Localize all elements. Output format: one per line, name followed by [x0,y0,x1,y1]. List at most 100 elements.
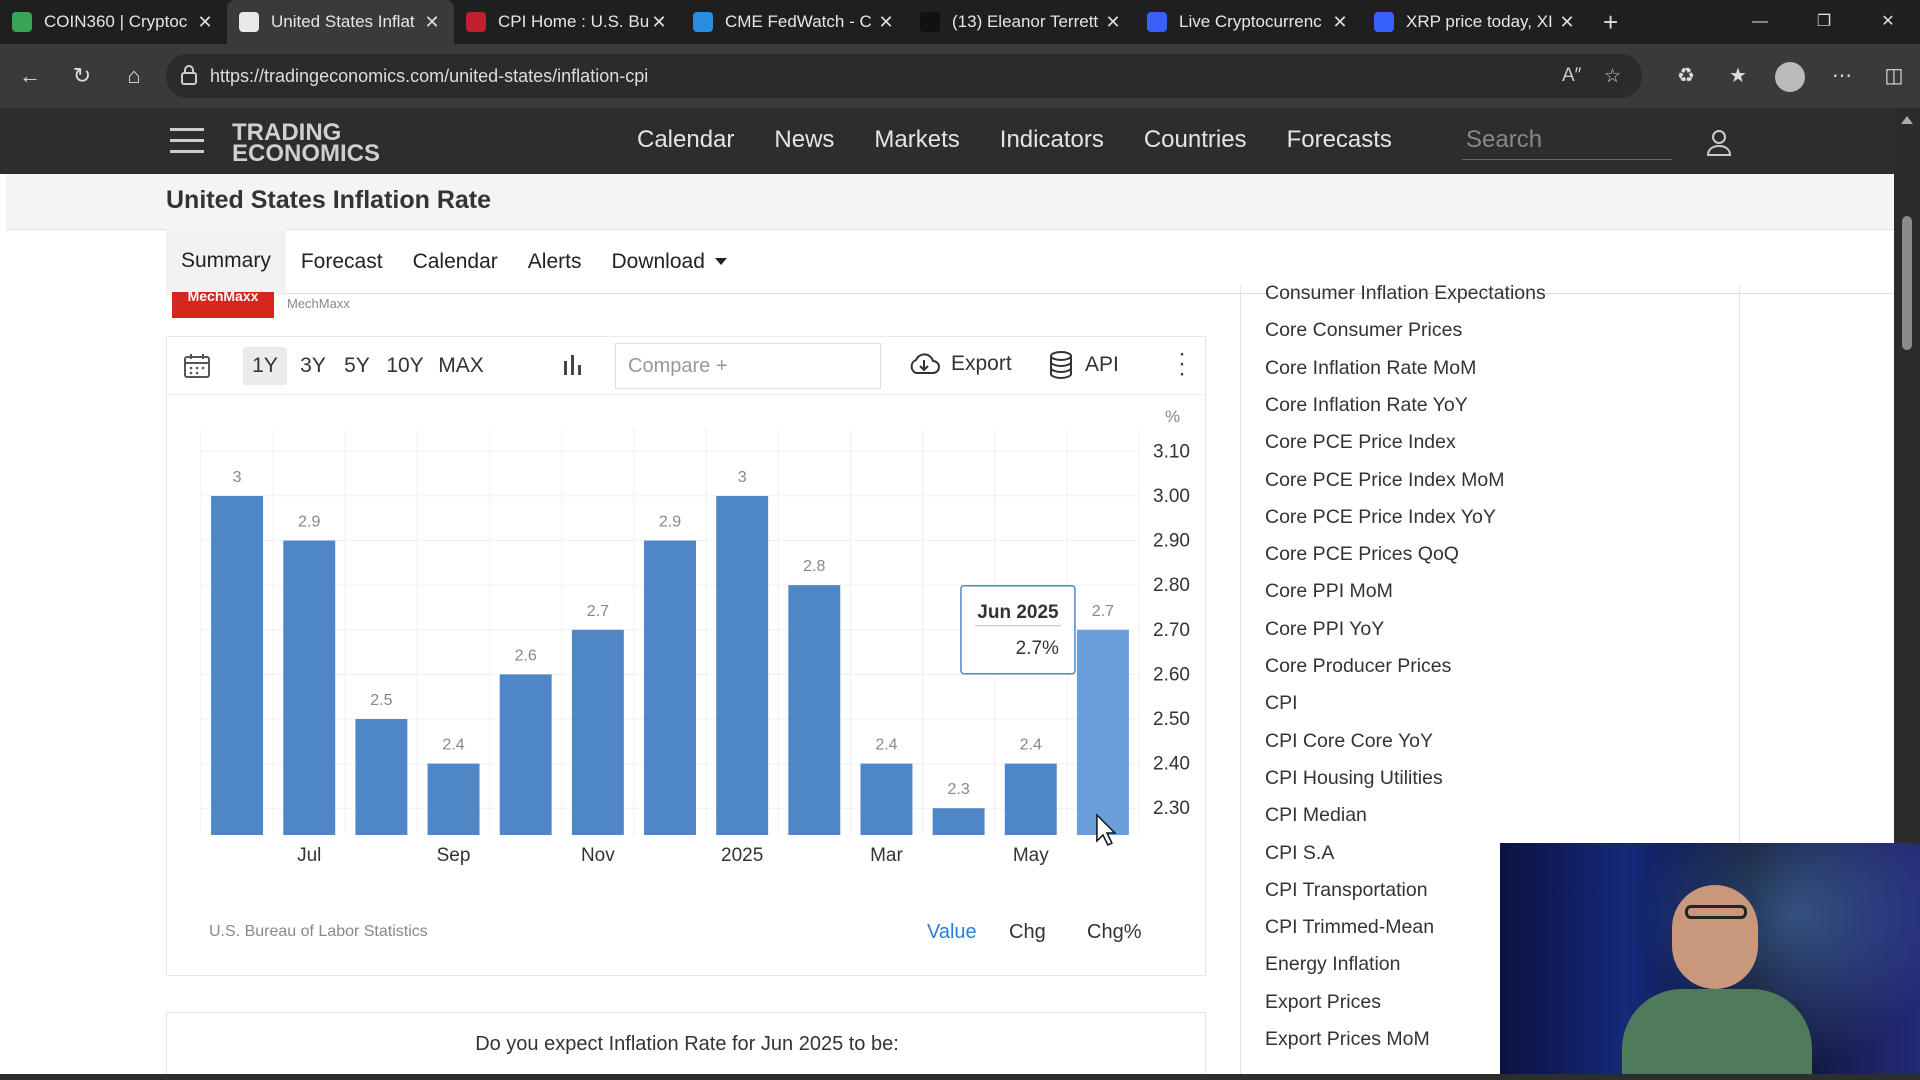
bar-jun-2024[interactable] [211,495,264,835]
close-tab-icon[interactable]: ✕ [197,11,213,32]
nav-calendar[interactable]: Calendar [637,126,735,153]
site-search-input[interactable]: Search [1462,120,1672,160]
subnav-alerts[interactable]: Alerts [513,230,597,294]
related-indicator-link[interactable]: Core Producer Prices [1265,655,1452,677]
bar-feb-2025[interactable] [788,585,841,835]
close-tab-icon[interactable]: ✕ [1332,11,1348,32]
browser-tab[interactable]: Live Cryptocurrenc ✕ [1135,0,1362,44]
related-indicator-link[interactable]: Export Prices [1265,990,1381,1013]
x-tick-label: 2025 [721,845,763,866]
scrollbar-thumb[interactable] [1902,216,1912,350]
bar-oct-2024[interactable] [499,674,552,835]
browser-tab[interactable]: COIN360 | Cryptoc ✕ [0,0,227,44]
scroll-up-icon[interactable] [1901,116,1913,124]
minimize-icon[interactable]: — [1752,13,1768,30]
related-indicator-link[interactable]: CPI Transportation [1265,878,1428,901]
related-indicator-link[interactable]: Core Inflation Rate YoY [1265,393,1468,416]
range-10y-button[interactable]: 10Y [386,354,424,377]
favorite-star-icon[interactable]: ☆ [1604,66,1622,87]
related-indicator-link[interactable]: Energy Inflation [1265,953,1401,976]
bar-nov-2024[interactable] [571,629,624,835]
related-indicator-link[interactable]: Core PCE Price Index [1265,431,1456,454]
browser-tab[interactable]: CME FedWatch - C ✕ [681,0,908,44]
back-icon[interactable]: ← [19,63,41,88]
related-indicator-link[interactable]: Export Prices MoM [1265,1028,1430,1050]
close-tab-icon[interactable]: ✕ [424,11,440,32]
bar-apr-2025[interactable] [932,808,985,835]
related-indicator-link[interactable]: CPI Core Core YoY [1265,729,1434,752]
related-indicator-link[interactable]: CPI S.A [1265,841,1335,864]
close-tab-icon[interactable]: ✕ [651,11,667,32]
subnav-forecast[interactable]: Forecast [286,230,398,294]
calendar-icon[interactable] [183,353,211,379]
related-indicator-link[interactable]: Core PCE Price Index YoY [1265,505,1496,528]
range-3y-button[interactable]: 3Y [300,354,326,377]
range-1y-button[interactable]: 1Y [243,347,287,385]
related-indicator-link[interactable]: Core Consumer Prices [1265,319,1463,342]
subnav-calendar[interactable]: Calendar [398,230,513,294]
related-indicator-link[interactable]: Consumer Inflation Expectations [1265,282,1546,304]
value-tab-chg-pct[interactable]: Chg% [1087,921,1142,943]
url-field[interactable]: https://tradingeconomics.com/united-stat… [166,54,1642,98]
read-aloud-icon[interactable]: A″ [1562,65,1582,86]
bar-may-2025[interactable] [1004,763,1057,835]
hamburger-menu-icon[interactable] [170,128,204,154]
close-tab-icon[interactable]: ✕ [1559,11,1575,32]
extensions-icon[interactable]: ♻ [1677,65,1695,87]
range-5y-button[interactable]: 5Y [344,354,370,377]
subnav-summary[interactable]: Summary [166,228,286,295]
home-icon[interactable]: ⌂ [127,63,141,88]
restore-icon[interactable]: ❐ [1816,13,1832,30]
bar-mar-2025[interactable] [860,763,913,835]
related-indicator-link[interactable]: CPI Trimmed-Mean [1265,916,1435,939]
profile-icon[interactable] [1764,56,1816,96]
related-indicator-link[interactable]: Core PPI MoM [1265,580,1393,603]
bar-sep-2024[interactable] [427,763,480,835]
close-tab-icon[interactable]: ✕ [878,11,894,32]
value-tab-value[interactable]: Value [927,921,977,943]
bar-dec-2024[interactable] [644,540,696,835]
nav-markets[interactable]: Markets [874,126,960,153]
bar-jan-2025[interactable] [716,495,769,835]
related-indicator-link[interactable]: CPI [1265,692,1298,715]
bar-aug-2024[interactable] [355,719,408,835]
compare-input[interactable]: Compare + [615,343,881,389]
sidebar-toggle-icon[interactable]: ◫ [1884,65,1904,87]
browser-tab[interactable]: (13) Eleanor Terrett ✕ [908,0,1135,44]
related-indicator-link[interactable]: CPI Housing Utilities [1265,766,1443,789]
export-button[interactable]: Export [907,351,1012,377]
close-tab-icon[interactable]: ✕ [1105,11,1121,32]
nav-forecasts[interactable]: Forecasts [1286,126,1392,153]
favorites-icon[interactable]: ★ [1729,65,1747,87]
more-menu-icon[interactable]: ⋯ [1832,65,1852,87]
bar-jun-2025[interactable] [1076,629,1129,835]
nav-news[interactable]: News [774,126,835,153]
subnav-download[interactable]: Download [596,230,741,294]
site-logo[interactable]: TRADING ECONOMICS [232,121,380,166]
browser-tab-title: Live Cryptocurrenc [1179,12,1322,31]
user-account-icon[interactable] [1706,128,1732,156]
bar-jul-2024[interactable] [283,540,336,835]
related-indicator-link[interactable]: Core Inflation Rate MoM [1265,356,1477,379]
chart-type-bar-icon[interactable] [561,353,585,377]
new-tab-button[interactable]: + [1603,6,1619,37]
range-max-button[interactable]: MAX [438,354,484,377]
nav-countries[interactable]: Countries [1143,126,1247,153]
close-window-icon[interactable]: ✕ [1881,13,1895,30]
related-indicator-link[interactable]: CPI Median [1265,804,1367,827]
related-indicator-link[interactable]: Core PPI YoY [1265,617,1385,640]
api-button[interactable]: API [1049,351,1119,379]
bar-data-label: 2.5 [370,692,392,709]
sponsor-logo[interactable]: MechMaxx [172,292,274,318]
nav-indicators[interactable]: Indicators [999,126,1104,153]
browser-tab[interactable]: United States Inflat ✕ [227,0,454,44]
related-indicator-link[interactable]: Core PCE Prices QoQ [1265,543,1459,566]
browser-tab[interactable]: CPI Home : U.S. Bu ✕ [454,0,681,44]
refresh-icon[interactable]: ↻ [72,63,92,88]
more-options-icon[interactable]: · · · [1178,340,1186,387]
browser-tab[interactable]: XRP price today, XI ✕ [1362,0,1589,44]
value-tab-chg[interactable]: Chg [1009,921,1046,943]
browser-tab-title: CPI Home : U.S. Bu [498,12,649,31]
y-tick-label: 2.70 [1153,620,1190,641]
related-indicator-link[interactable]: Core PCE Price Index MoM [1265,468,1505,491]
